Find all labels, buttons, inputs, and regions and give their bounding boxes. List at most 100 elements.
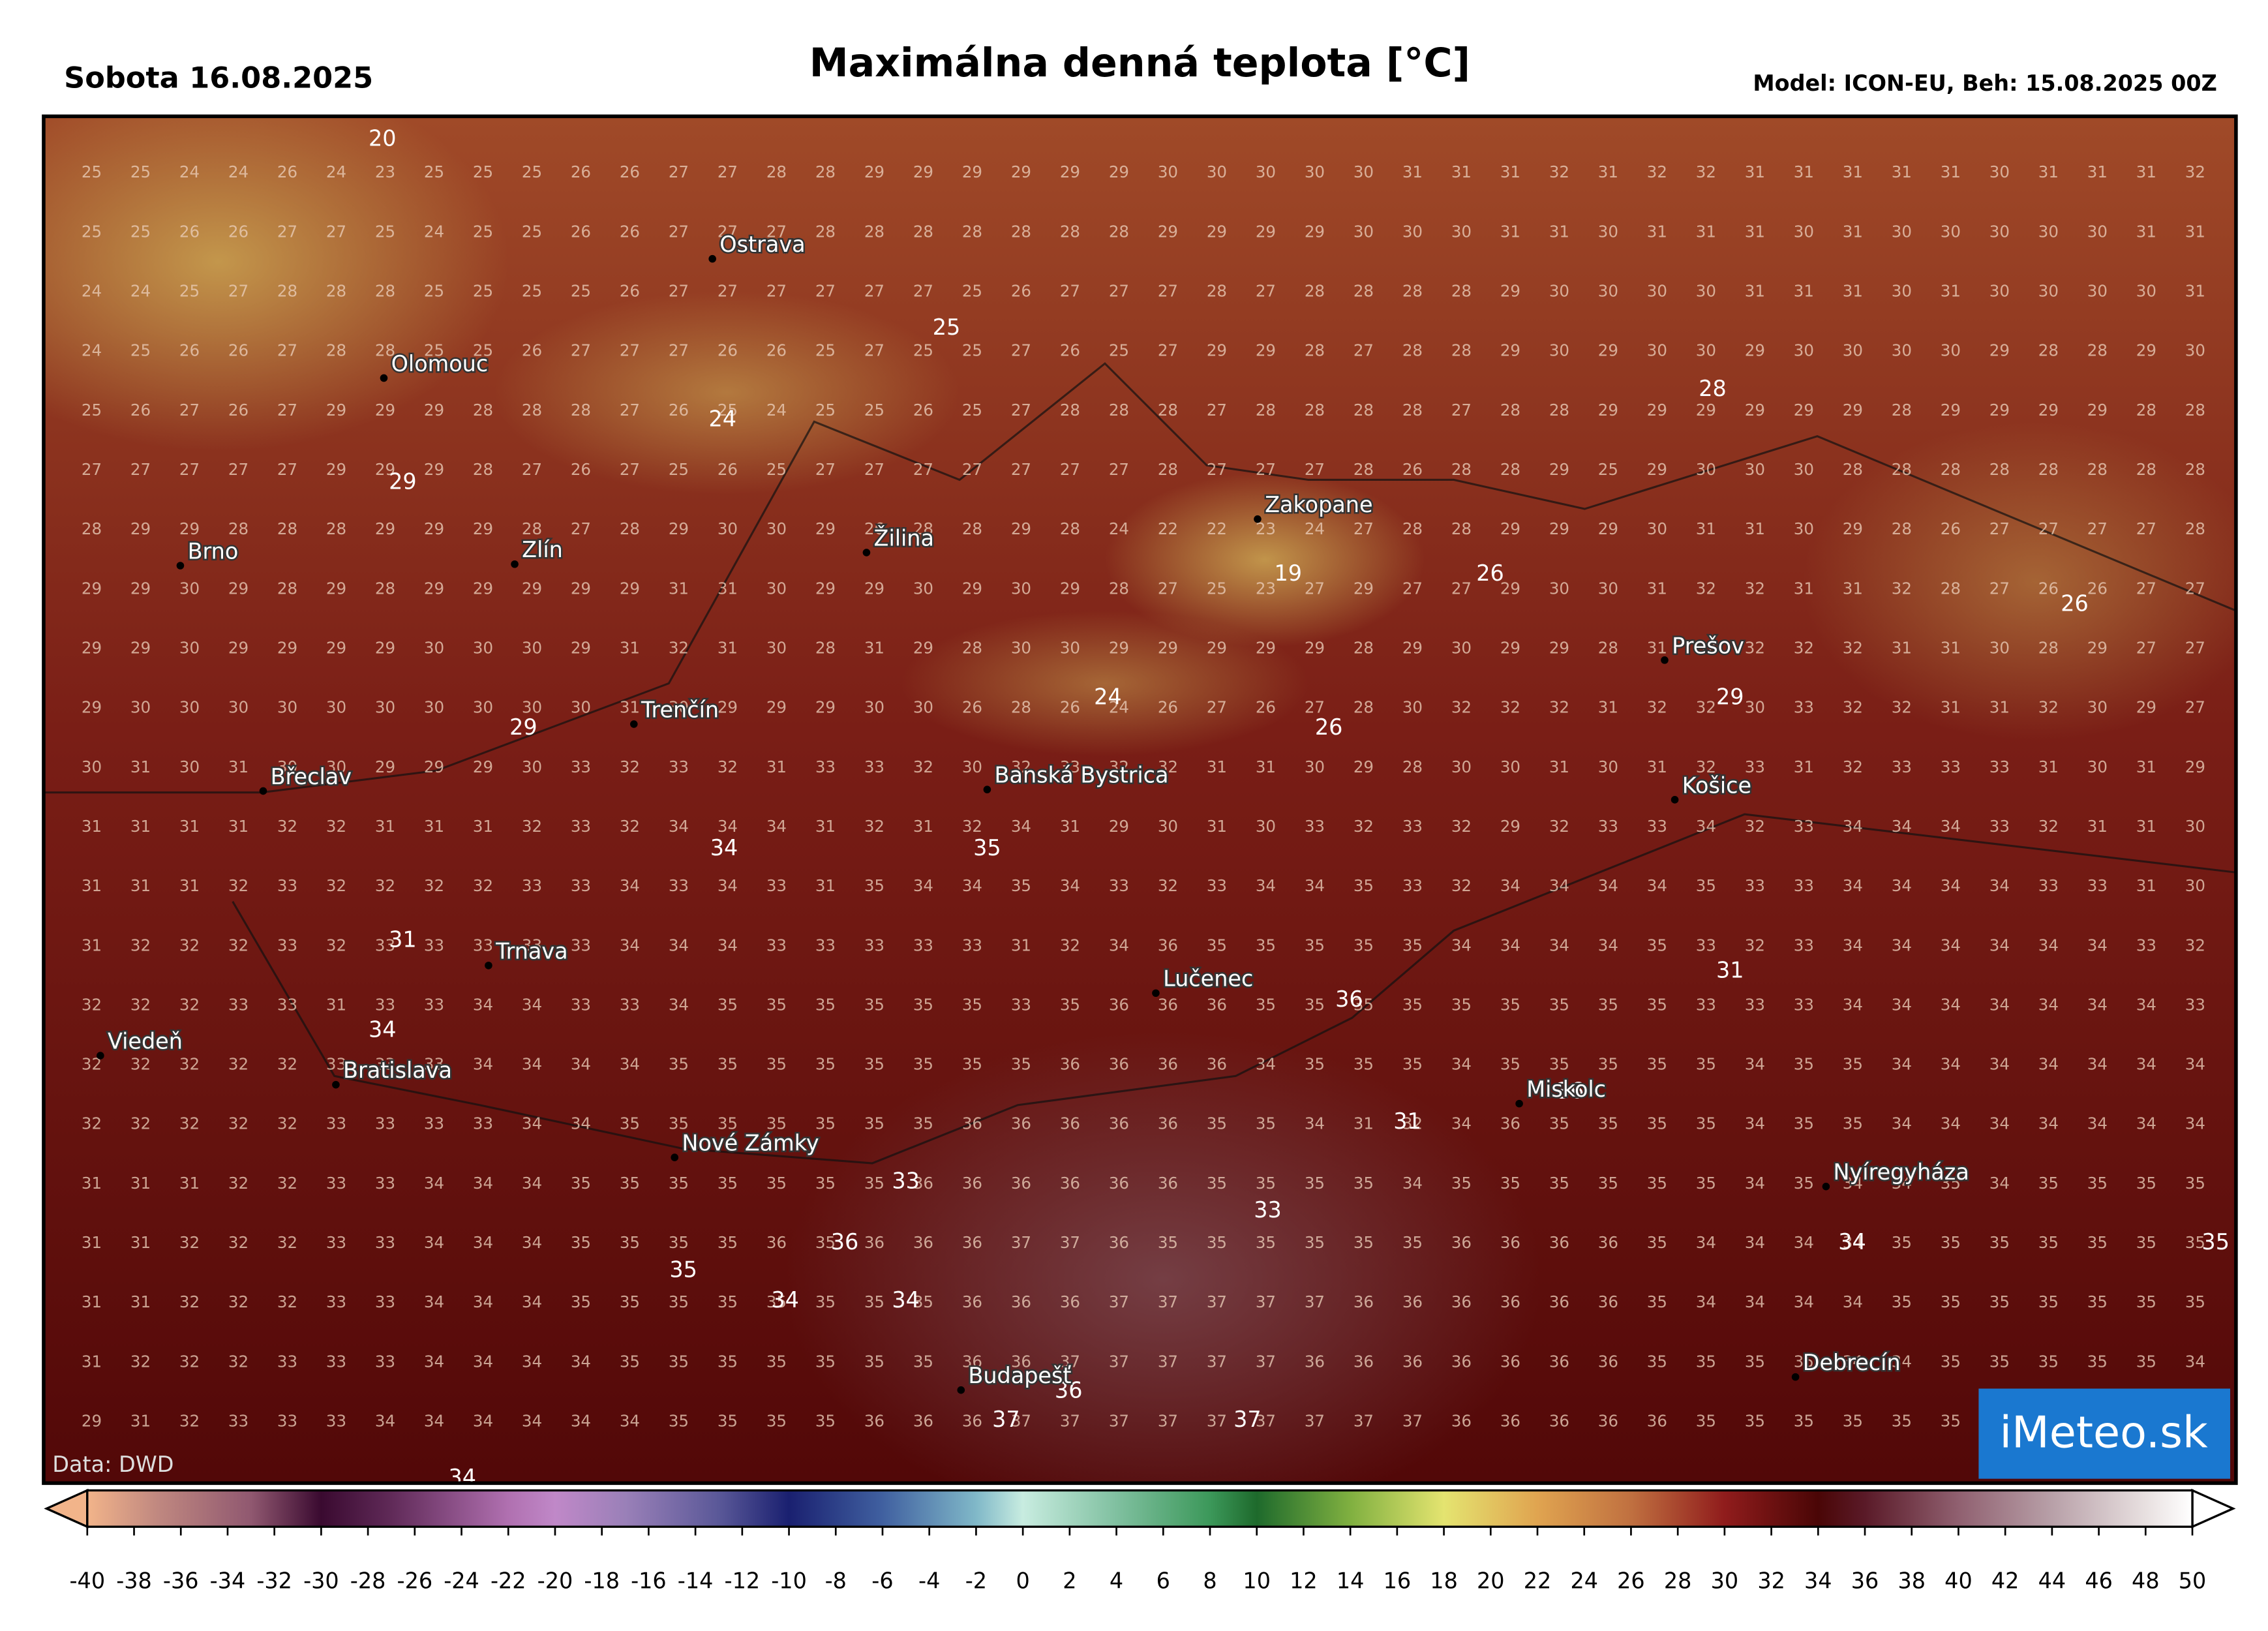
grid-value: 30 (1696, 460, 1716, 479)
grid-value: 37 (1158, 1412, 1178, 1431)
grid-value: 29 (82, 638, 102, 657)
grid-value: 27 (620, 341, 640, 360)
grid-value: 32 (424, 876, 444, 895)
colorbar-tick-label: -14 (678, 1568, 714, 1593)
grid-value: 28 (1451, 282, 1472, 301)
grid-value: 30 (326, 698, 346, 717)
grid-value: 31 (1745, 282, 1765, 301)
grid-value: 25 (130, 341, 151, 360)
grid-value: 33 (1109, 876, 1129, 895)
grid-value: 28 (1011, 698, 1031, 717)
grid-value: 32 (228, 1233, 249, 1252)
colorbar-tick-label: 10 (1243, 1568, 1271, 1593)
colorbar-tick-label: -24 (444, 1568, 479, 1593)
grid-value: 28 (1892, 401, 1912, 419)
grid-value: 32 (228, 936, 249, 954)
extreme-label: 25 (933, 314, 961, 340)
grid-value: 27 (571, 519, 591, 538)
grid-value: 27 (1353, 519, 1374, 538)
grid-value: 27 (179, 460, 200, 479)
grid-value: 34 (571, 1352, 591, 1371)
grid-value: 31 (1647, 222, 1667, 241)
colorbar-tick-label: -16 (631, 1568, 667, 1593)
grid-value: 33 (228, 1412, 249, 1431)
grid-value: 28 (1109, 579, 1129, 598)
grid-value: 36 (962, 1114, 982, 1133)
grid-value: 32 (473, 876, 493, 895)
grid-value: 28 (2038, 460, 2059, 479)
grid-value: 29 (1256, 341, 1276, 360)
grid-value: 25 (179, 282, 200, 301)
grid-value: 34 (1892, 1352, 1912, 1371)
grid-value: 24 (82, 341, 102, 360)
grid-value: 35 (669, 1412, 689, 1431)
grid-value: 29 (1647, 401, 1667, 419)
grid-value: 32 (1696, 757, 1716, 776)
grid-value: 27 (718, 162, 738, 181)
grid-value: 33 (1745, 995, 1765, 1014)
grid-value: 34 (473, 1233, 493, 1252)
extreme-label: 35 (973, 835, 1001, 861)
grid-value: 36 (1353, 1352, 1374, 1371)
grid-value: 29 (1989, 341, 2010, 360)
grid-value: 35 (1941, 1233, 1961, 1252)
grid-value: 32 (913, 757, 933, 776)
grid-value: 35 (1256, 1174, 1276, 1193)
colorbar-tick-label: 6 (1157, 1568, 1170, 1593)
grid-value: 29 (424, 519, 444, 538)
grid-value: 35 (1549, 1174, 1569, 1193)
title: Maximálna denná teplota [°C] (809, 40, 1470, 86)
grid-value: 26 (620, 222, 640, 241)
grid-value: 26 (571, 460, 591, 479)
grid-value: 34 (718, 876, 738, 895)
grid-value: 27 (864, 341, 885, 360)
grid-value: 28 (1353, 638, 1374, 657)
grid-value: 25 (962, 341, 982, 360)
grid-value: 29 (130, 519, 151, 538)
grid-value: 29 (2185, 757, 2205, 776)
grid-value: 31 (913, 817, 933, 836)
city-name: Miskolc (1526, 1076, 1606, 1102)
grid-value: 30 (179, 638, 200, 657)
colorbar-tick-label: 50 (2179, 1568, 2207, 1593)
grid-value: 30 (228, 698, 249, 717)
grid-value: 34 (1843, 995, 1863, 1014)
grid-value: 32 (277, 1174, 297, 1193)
grid-value: 28 (82, 519, 102, 538)
grid-value: 29 (1207, 222, 1227, 241)
grid-value: 33 (424, 1114, 444, 1133)
grid-value: 27 (2185, 638, 2205, 657)
grid-value: 35 (1402, 995, 1423, 1014)
grid-value: 34 (1989, 1114, 2010, 1133)
grid-value: 37 (1207, 1292, 1227, 1311)
grid-value: 35 (1598, 1114, 1618, 1133)
grid-value: 36 (1598, 1233, 1618, 1252)
grid-value: 30 (1598, 282, 1618, 301)
grid-value: 27 (1158, 341, 1178, 360)
grid-value: 34 (2185, 1352, 2205, 1371)
grid-value: 34 (1843, 936, 1863, 954)
grid-value: 35 (1892, 1233, 1912, 1252)
grid-value: 29 (1158, 638, 1178, 657)
grid-value: 34 (766, 817, 787, 836)
extreme-label: 34 (892, 1287, 920, 1313)
grid-value: 35 (1696, 1114, 1716, 1133)
grid-value: 35 (1696, 1352, 1716, 1371)
grid-value: 35 (1353, 936, 1374, 954)
grid-value: 34 (1745, 1292, 1765, 1311)
city-name: Lučenec (1163, 966, 1253, 992)
grid-value: 33 (571, 876, 591, 895)
grid-value: 25 (522, 162, 542, 181)
grid-value: 27 (1060, 282, 1080, 301)
grid-value: 35 (1305, 995, 1325, 1014)
grid-value: 35 (1353, 876, 1374, 895)
grid-value: 31 (1745, 222, 1765, 241)
extreme-label: 26 (1476, 560, 1504, 586)
grid-value: 25 (473, 282, 493, 301)
grid-value: 27 (864, 460, 885, 479)
grid-value: 32 (864, 817, 885, 836)
grid-value: 37 (1402, 1412, 1423, 1431)
grid-value: 36 (1207, 995, 1227, 1014)
grid-value: 30 (1402, 698, 1423, 717)
